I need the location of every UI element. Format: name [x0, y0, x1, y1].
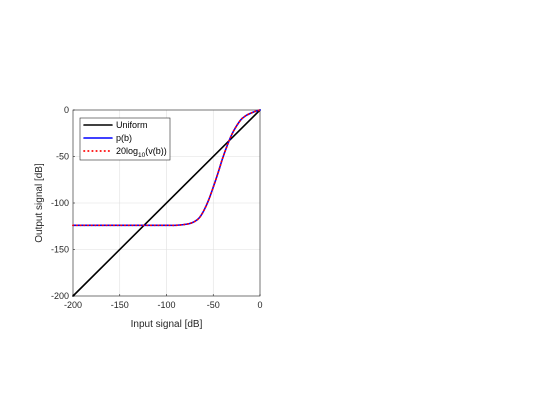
20log10-vb-line — [72, 109, 261, 227]
x-axis: -200 -150 -100 -50 0 — [64, 294, 263, 310]
legend-label-prefix: 20log — [116, 146, 138, 156]
y-tick-label: -50 — [56, 152, 69, 162]
y-axis-label: Output signal [dB] — [34, 163, 45, 243]
y-tick-label: -150 — [51, 245, 69, 255]
legend-label-suffix: (v(b)) — [145, 146, 167, 156]
x-tick-label: -150 — [111, 300, 129, 310]
y-tick-label: 0 — [64, 105, 69, 115]
legend-label-pb: p(b) — [116, 133, 132, 143]
y-tick-label: -200 — [51, 291, 69, 301]
y-tick-label: -100 — [51, 198, 69, 208]
x-axis-label: Input signal [dB] — [131, 319, 203, 330]
x-tick-label: 0 — [257, 300, 262, 310]
x-tick-label: -100 — [157, 300, 175, 310]
y-axis: -200 -150 -100 -50 0 — [51, 105, 75, 301]
legend-label-uniform: Uniform — [116, 120, 148, 130]
legend-label-subscript: 10 — [138, 152, 146, 159]
plot-lines — [72, 109, 261, 297]
x-tick-label: -200 — [64, 300, 82, 310]
legend: Uniform p(b) 20log10(v(b)) — [79, 117, 171, 161]
legend-label-20log10vb: 20log10(v(b)) — [116, 146, 167, 159]
x-tick-label: -50 — [207, 300, 220, 310]
